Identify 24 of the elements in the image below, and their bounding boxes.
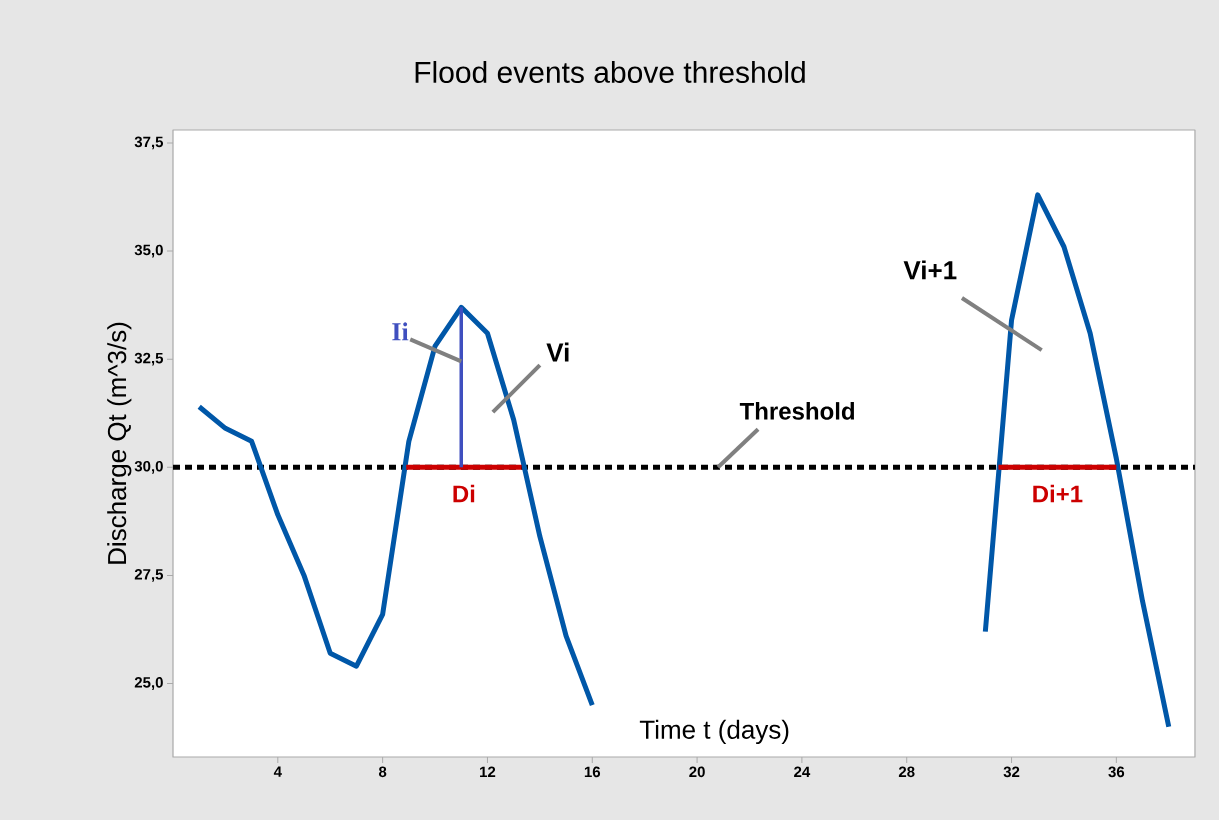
y-tick-label: 35,0 bbox=[134, 244, 163, 258]
chart-title: Flood events above threshold bbox=[415, 60, 805, 84]
series-label: Di bbox=[453, 484, 475, 503]
x-tick-label: 28 bbox=[898, 766, 915, 778]
x-tick-label: 16 bbox=[584, 766, 601, 778]
x-tick-label: 36 bbox=[1108, 766, 1125, 778]
y-tick-label: 25,0 bbox=[134, 677, 163, 690]
y-tick-label: 32,5 bbox=[134, 352, 164, 366]
x-tick-label: 32 bbox=[1003, 766, 1020, 778]
y-axis-title: Discharge Qt (m^3/s) bbox=[107, 322, 132, 564]
x-tick-label: 8 bbox=[378, 766, 387, 778]
y-tick-label: 30,0 bbox=[134, 460, 163, 474]
annotation: Vi bbox=[546, 342, 569, 362]
ref-line-label: Threshold bbox=[739, 402, 855, 420]
x-tick-label: 12 bbox=[480, 766, 496, 778]
y-tick-label: 27,5 bbox=[134, 568, 164, 582]
x-tick-label: 4 bbox=[273, 766, 282, 777]
x-tick-label: 24 bbox=[794, 766, 811, 778]
x-tick-label: 20 bbox=[689, 766, 705, 778]
x-axis-title: Time t (days) bbox=[639, 719, 789, 745]
annotation: Vi+1 bbox=[903, 260, 957, 280]
text: Ii bbox=[392, 322, 409, 341]
series-label: Di+1 bbox=[1033, 484, 1083, 503]
y-tick-label: 37,5 bbox=[134, 136, 164, 150]
